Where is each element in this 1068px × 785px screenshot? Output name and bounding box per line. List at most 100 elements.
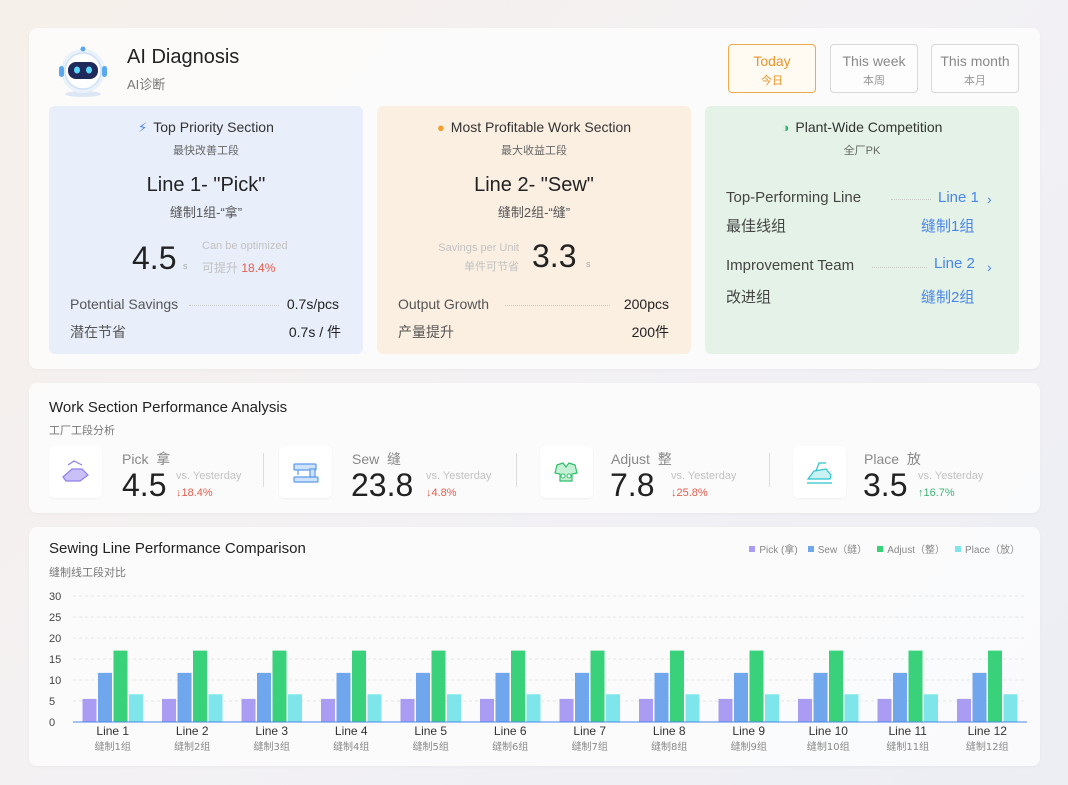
period-label: This week — [842, 53, 906, 69]
x-tick-label: Line 2 — [176, 724, 209, 738]
legend-label: Sew（缝） — [817, 545, 868, 556]
section-subtitle: 工厂工段分析 — [49, 425, 115, 437]
legend-item-pick[interactable]: Pick (拿) — [749, 541, 798, 556]
x-tick-label: Line 3 — [255, 724, 288, 738]
y-tick-label: 10 — [49, 675, 61, 687]
card-line-name-zh: 缝制2组-“缝” — [497, 205, 571, 220]
card-header: ● Most Profitable Work Section — [377, 119, 691, 135]
stat-name-en: Adjust — [611, 451, 650, 467]
card-title-zh: 最大收益工段 — [501, 145, 567, 157]
card-line-name: Line 1- "Pick" — [146, 174, 266, 196]
bar-sew — [177, 672, 192, 722]
bar-pick — [877, 698, 892, 722]
stat-value: 7.8 — [610, 467, 655, 503]
period-label-zh: 今日 — [761, 75, 783, 87]
x-tick-label: Line 6 — [494, 724, 527, 738]
bar-adjust — [908, 650, 923, 722]
top-line-label: Top-Performing Line — [726, 189, 862, 206]
period-today-button[interactable]: Today 今日 — [728, 44, 816, 93]
legend-label: Adjust（整） — [887, 545, 945, 556]
bar-pick — [321, 698, 335, 722]
divider — [769, 453, 770, 487]
card-line-name: Line 2- "Sew" — [474, 174, 594, 196]
page-subtitle: AI诊断 — [127, 77, 166, 92]
chart-subtitle: 缝制线工段对比 — [49, 567, 126, 579]
stat-name: Place 放 — [864, 449, 921, 469]
bar-place — [288, 694, 302, 722]
x-tick-label-zh: 缝制12组 — [966, 740, 1009, 753]
page-title: AI Diagnosis — [127, 46, 240, 68]
stat-name: Pick 拿 — [122, 449, 170, 469]
legend-item-place[interactable]: Place（放） — [954, 541, 1020, 556]
bar-adjust — [829, 650, 843, 722]
stat-name-en: Pick — [122, 451, 149, 467]
bar-adjust — [590, 650, 605, 722]
card-title-zh: 最快改善工段 — [173, 145, 239, 157]
top-line-link[interactable]: Line 1 — [938, 189, 979, 206]
output-growth-value: 200pcs — [623, 296, 669, 312]
y-tick-label: 25 — [49, 612, 61, 624]
bar-pick — [957, 698, 971, 722]
bar-sew — [654, 672, 669, 722]
legend-label: Place（放） — [964, 545, 1020, 556]
stat-value: 23.8 — [351, 467, 414, 503]
stat-name: Adjust 整 — [611, 449, 672, 469]
bar-pick — [798, 698, 812, 722]
period-label-zh: 本月 — [964, 75, 986, 87]
y-tick-label: 30 — [49, 591, 61, 603]
x-tick-label-zh: 缝制5组 — [413, 740, 449, 753]
optimizable-label: Can be optimized — [202, 240, 288, 252]
bar-sew — [734, 672, 748, 722]
bar-place — [1003, 694, 1018, 722]
stat-name-zh: 整 — [657, 451, 672, 467]
half-circle-icon: ◑ — [781, 120, 790, 135]
output-growth-value-zh: 200件 — [631, 324, 669, 340]
bar-place — [526, 694, 541, 722]
sewing-machine-icon — [279, 446, 332, 498]
legend-label: Pick (拿) — [759, 545, 798, 556]
bar-adjust — [113, 650, 128, 722]
bar-pick — [82, 698, 97, 722]
x-tick-label-zh: 缝制11组 — [886, 740, 929, 753]
bar-sew — [495, 672, 510, 722]
chevron-right-icon[interactable]: › — [987, 191, 992, 207]
period-month-button[interactable]: This month 本月 — [931, 44, 1019, 93]
bar-pick — [639, 698, 653, 722]
improvement-team-link-zh[interactable]: 缝制2组 — [921, 289, 975, 306]
card-title: Top Priority Section — [153, 119, 274, 135]
bar-adjust — [352, 650, 366, 722]
period-label: This month — [940, 53, 1010, 69]
plant-competition-card: ◑ Plant-Wide Competition 全厂PK Top-Perform… — [705, 106, 1019, 354]
x-tick-label: Line 8 — [653, 724, 686, 738]
section-title: Work Section Performance Analysis — [49, 399, 288, 416]
legend-swatch — [877, 545, 884, 552]
vs-yesterday-label: vs. Yesterday — [671, 470, 737, 482]
lightning-icon: ⚡ — [138, 120, 148, 135]
dotted-divider — [891, 199, 931, 200]
x-tick-label: Line 4 — [335, 724, 368, 738]
bar-pick — [162, 698, 176, 722]
bar-place — [129, 694, 143, 722]
legend-swatch — [749, 545, 756, 552]
bar-place — [367, 694, 382, 722]
savings-per-unit-label: Savings per Unit — [438, 242, 519, 254]
legend-item-sew[interactable]: Sew（缝） — [807, 541, 868, 556]
bar-sew — [416, 672, 430, 722]
vs-yesterday-label: vs. Yesterday — [176, 470, 242, 482]
dotted-divider — [505, 305, 610, 306]
improvement-team-link[interactable]: Line 2 — [934, 255, 975, 272]
stat-name-en: Place — [864, 451, 900, 467]
iron-icon — [793, 446, 846, 498]
bar-place — [606, 694, 620, 722]
bar-pick — [241, 698, 256, 722]
period-week-button[interactable]: This week 本周 — [830, 44, 918, 93]
vs-yesterday-label: vs. Yesterday — [918, 470, 984, 482]
adjust-icon — [540, 446, 593, 498]
bar-place — [208, 694, 223, 722]
stat-value: 3.5 — [863, 467, 908, 503]
legend-swatch — [807, 545, 814, 552]
priority-unit: s — [183, 261, 188, 271]
legend-item-adjust[interactable]: Adjust（整） — [877, 541, 945, 556]
chevron-right-icon[interactable]: › — [987, 259, 992, 275]
top-line-link-zh[interactable]: 缝制1组 — [921, 218, 975, 235]
